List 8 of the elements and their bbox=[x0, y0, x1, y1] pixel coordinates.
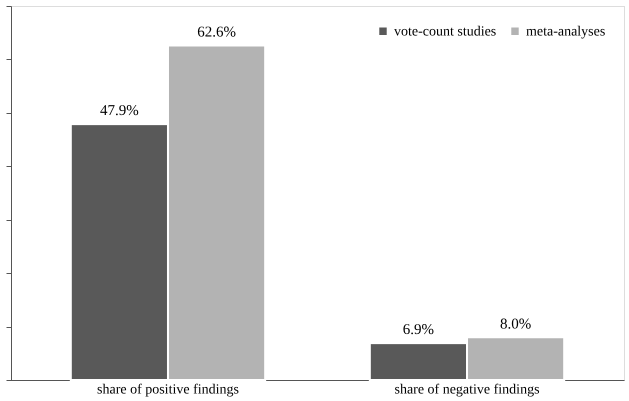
data-label: 8.0% bbox=[500, 316, 532, 332]
data-label: 6.9% bbox=[402, 322, 434, 338]
data-label: 47.9% bbox=[100, 103, 139, 120]
legend-label: meta-analyses bbox=[526, 24, 606, 40]
legend-label: vote-count studies bbox=[394, 24, 496, 40]
data-label: 62.6% bbox=[197, 24, 236, 41]
x-tick-label: share of positive findings bbox=[97, 382, 239, 398]
x-tick-label: share of negative findings bbox=[394, 382, 540, 398]
